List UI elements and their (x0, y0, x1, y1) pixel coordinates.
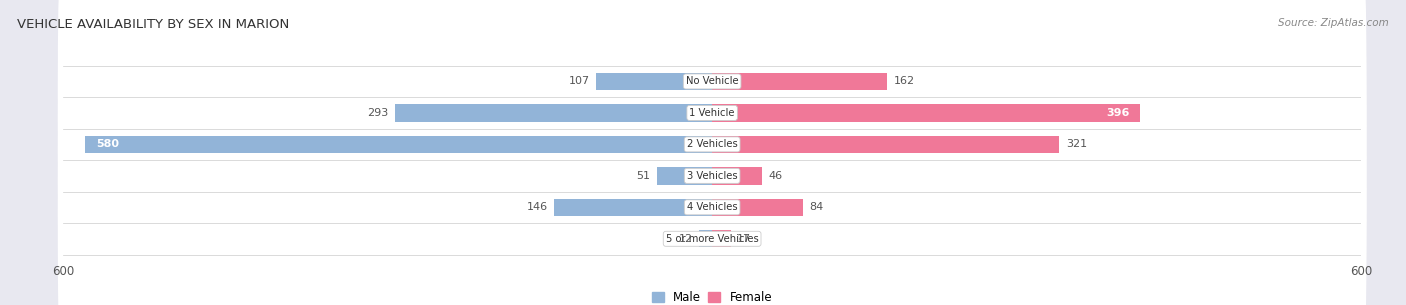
Text: Source: ZipAtlas.com: Source: ZipAtlas.com (1278, 18, 1389, 28)
Bar (713, 167, 762, 185)
Text: 4 Vehicles: 4 Vehicles (686, 202, 738, 212)
Text: 3 Vehicles: 3 Vehicles (686, 171, 738, 181)
Bar (596, 73, 713, 90)
Text: 107: 107 (569, 77, 591, 86)
Text: 12: 12 (679, 234, 693, 244)
Bar (713, 199, 803, 216)
Bar (554, 199, 713, 216)
Text: 162: 162 (894, 77, 915, 86)
FancyBboxPatch shape (58, 98, 1367, 305)
FancyBboxPatch shape (58, 0, 1367, 191)
Text: 580: 580 (96, 139, 118, 149)
Text: No Vehicle: No Vehicle (686, 77, 738, 86)
Bar (713, 230, 731, 247)
Text: 321: 321 (1066, 139, 1087, 149)
Bar (699, 230, 713, 247)
Text: 46: 46 (768, 171, 783, 181)
Bar (713, 104, 1140, 122)
FancyBboxPatch shape (58, 35, 1367, 254)
Bar (713, 73, 887, 90)
Text: 84: 84 (810, 202, 824, 212)
Text: 293: 293 (367, 108, 389, 118)
FancyBboxPatch shape (58, 3, 1367, 222)
Text: 51: 51 (637, 171, 651, 181)
Bar (84, 136, 713, 153)
Bar (713, 136, 1059, 153)
Text: 1 Vehicle: 1 Vehicle (689, 108, 735, 118)
FancyBboxPatch shape (58, 129, 1367, 305)
Text: 146: 146 (527, 202, 548, 212)
Legend: Male, Female: Male, Female (647, 286, 778, 305)
Text: 5 or more Vehicles: 5 or more Vehicles (666, 234, 758, 244)
Text: 2 Vehicles: 2 Vehicles (686, 139, 738, 149)
Bar (657, 167, 713, 185)
Bar (395, 104, 713, 122)
Text: VEHICLE AVAILABILITY BY SEX IN MARION: VEHICLE AVAILABILITY BY SEX IN MARION (17, 18, 290, 31)
FancyBboxPatch shape (58, 66, 1367, 285)
Text: 17: 17 (737, 234, 751, 244)
Text: 396: 396 (1107, 108, 1129, 118)
